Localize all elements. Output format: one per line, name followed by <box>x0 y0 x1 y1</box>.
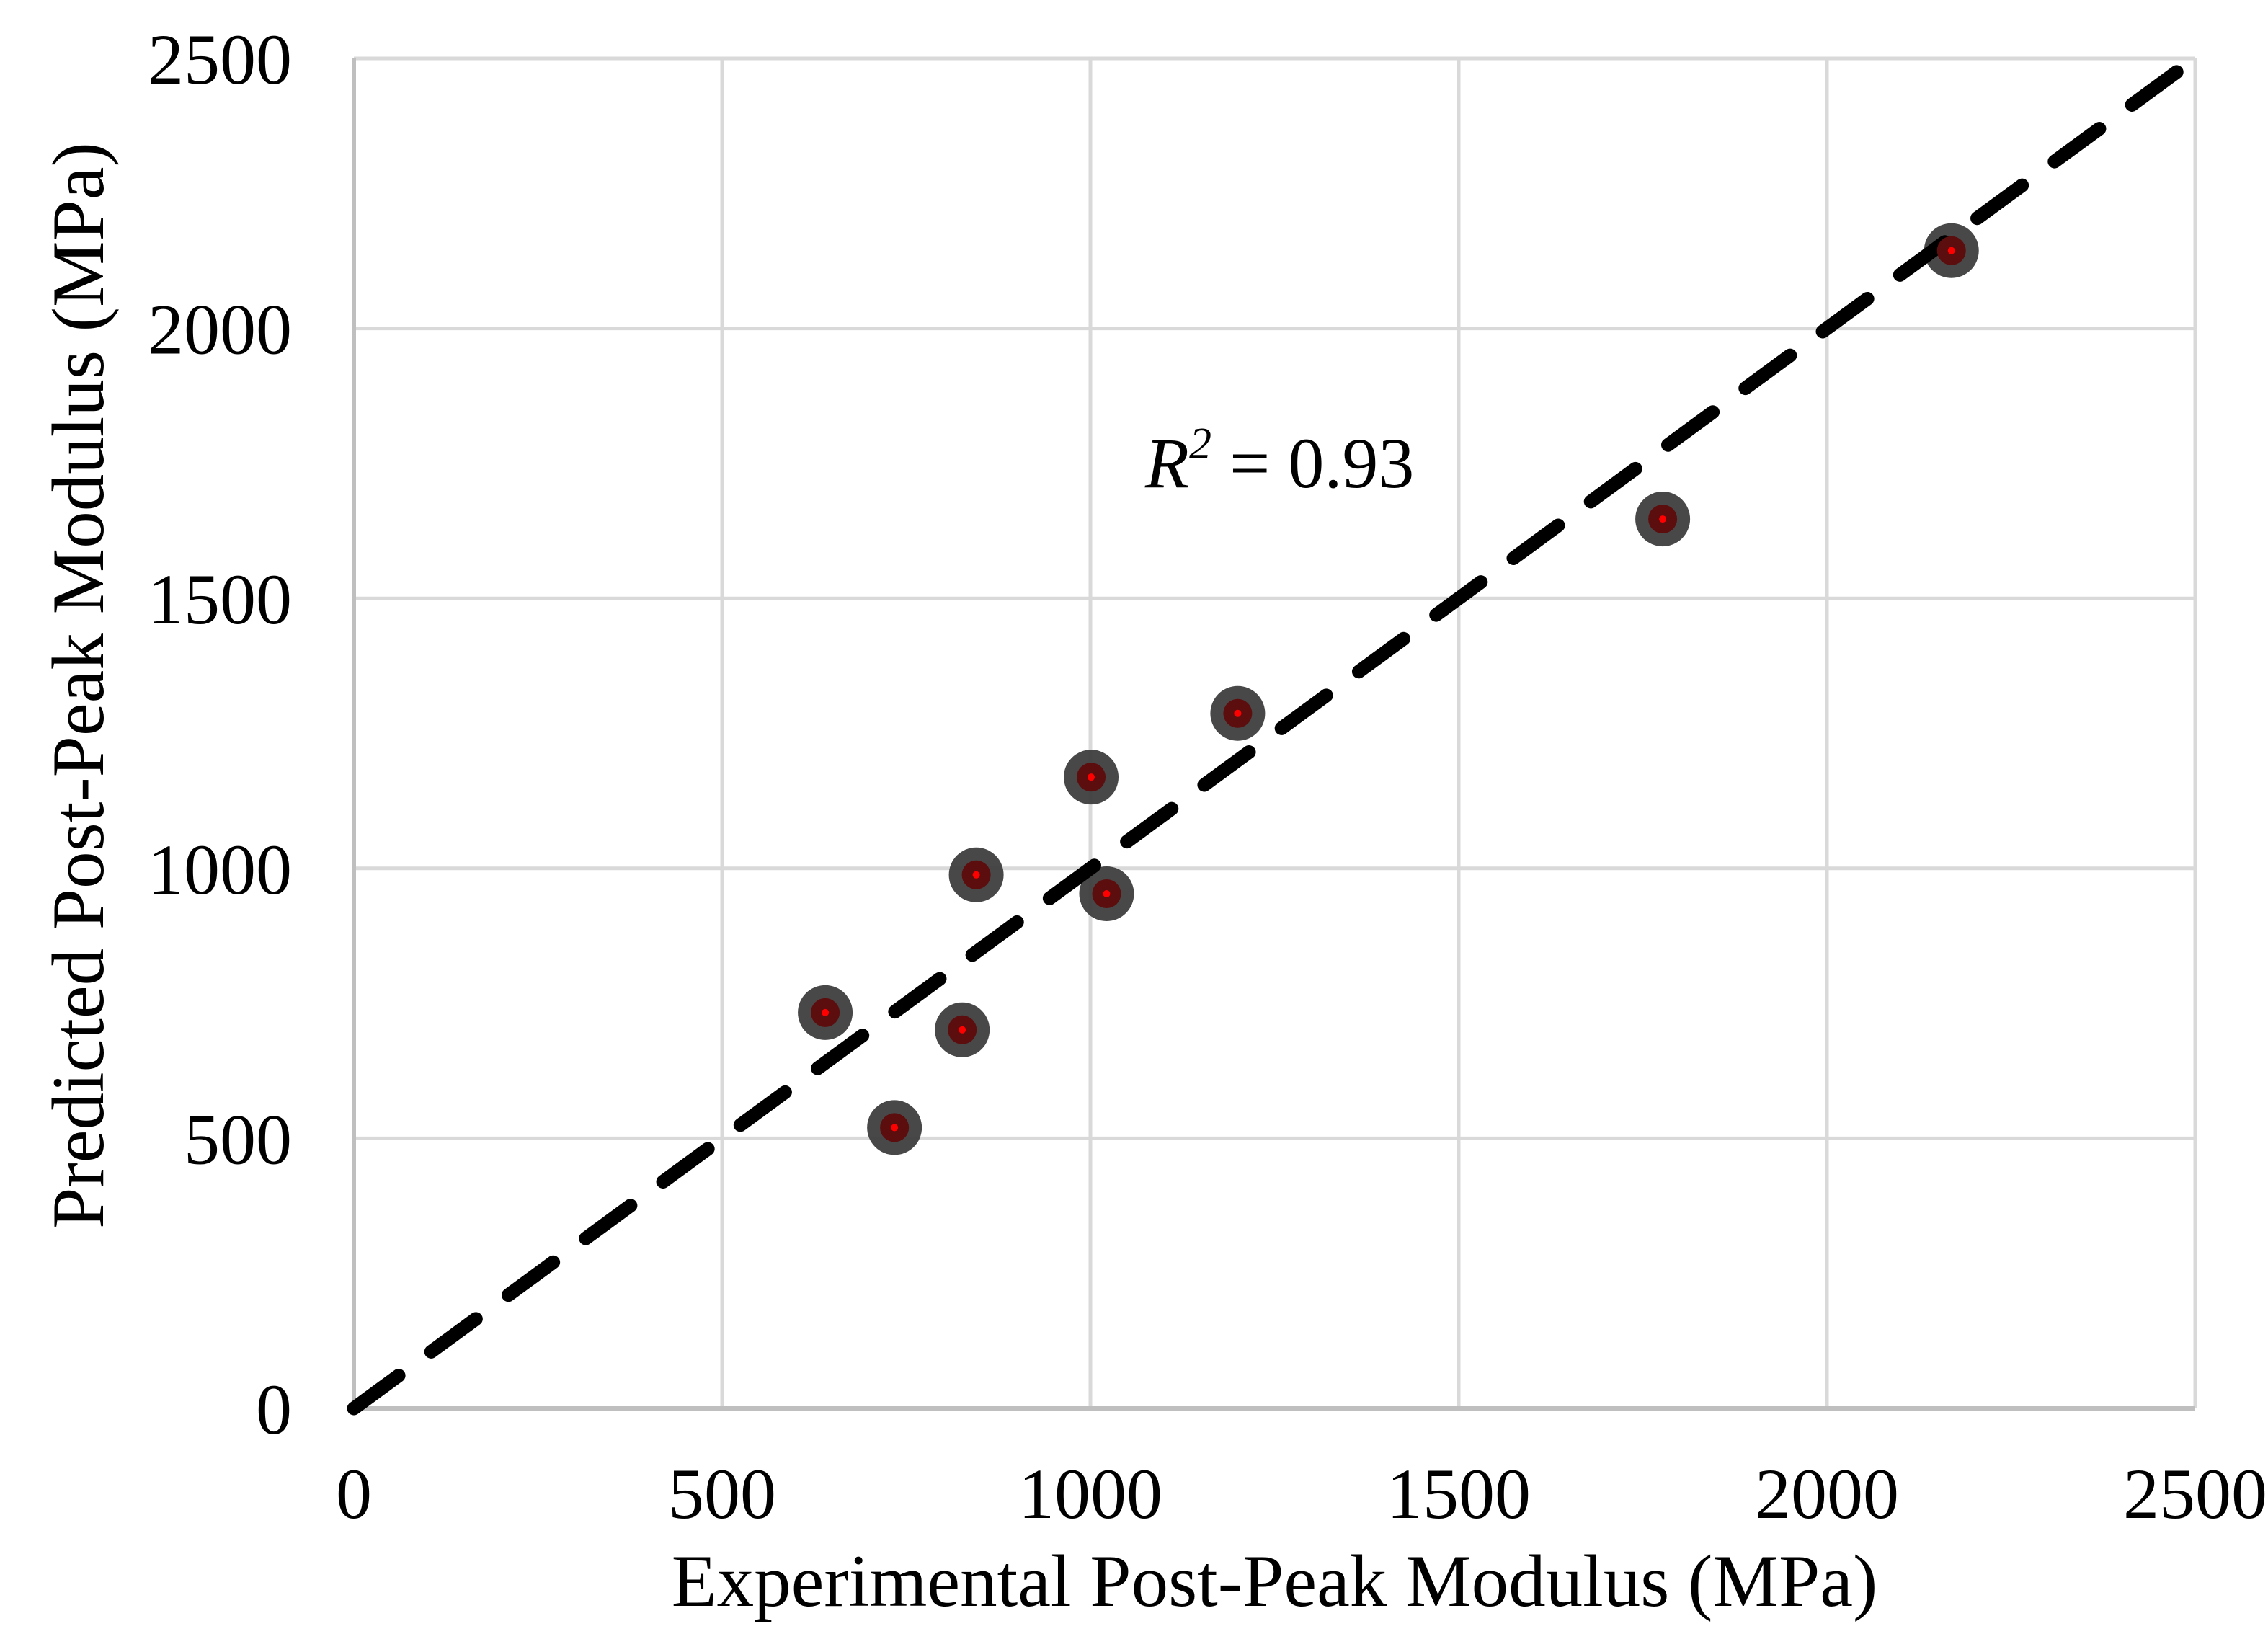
r-squared-annotation: R2 = 0.93 <box>1144 419 1415 503</box>
scatter-chart-figure: 0 500 1000 1500 2000 2500 0 500 1000 1500 2000 2500… <box>29 12 2268 1640</box>
y-axis-title: Predicted Post-Peak Modulus (MPa) <box>37 142 120 1229</box>
y-tick-label: 1500 <box>148 559 292 639</box>
chart-canvas: 0 500 1000 1500 2000 2500 0 500 1000 1500 2000 2500… <box>29 12 2268 1640</box>
data-point-center-dot <box>972 871 980 879</box>
x-tick-label: 1500 <box>1387 1454 1531 1534</box>
x-tick-label: 2000 <box>1755 1454 1899 1534</box>
x-tick-label: 1000 <box>1018 1454 1162 1534</box>
data-point-center-dot <box>1103 890 1111 898</box>
y-tick-label: 0 <box>256 1369 292 1449</box>
y-tick-label: 2000 <box>148 290 292 370</box>
data-point-center-dot <box>1234 709 1242 717</box>
x-axis-title: Experimental Post-Peak Modulus (MPa) <box>672 1540 1878 1622</box>
y-tick-label: 2500 <box>148 19 292 99</box>
y-tick-label: 500 <box>184 1099 292 1179</box>
data-point-center-dot <box>1088 773 1095 781</box>
data-point-center-dot <box>959 1026 966 1034</box>
x-tick-label: 2500 <box>2123 1454 2267 1534</box>
identity-dashed-line <box>347 51 2202 1416</box>
x-tick-label: 500 <box>668 1454 776 1534</box>
data-point-center-dot <box>1659 515 1667 523</box>
data-point-center-dot <box>822 1008 830 1016</box>
y-tick-label: 1000 <box>148 830 292 910</box>
data-point-center-dot <box>1947 247 1955 254</box>
data-point-center-dot <box>891 1124 899 1132</box>
x-tick-label: 0 <box>336 1454 372 1534</box>
